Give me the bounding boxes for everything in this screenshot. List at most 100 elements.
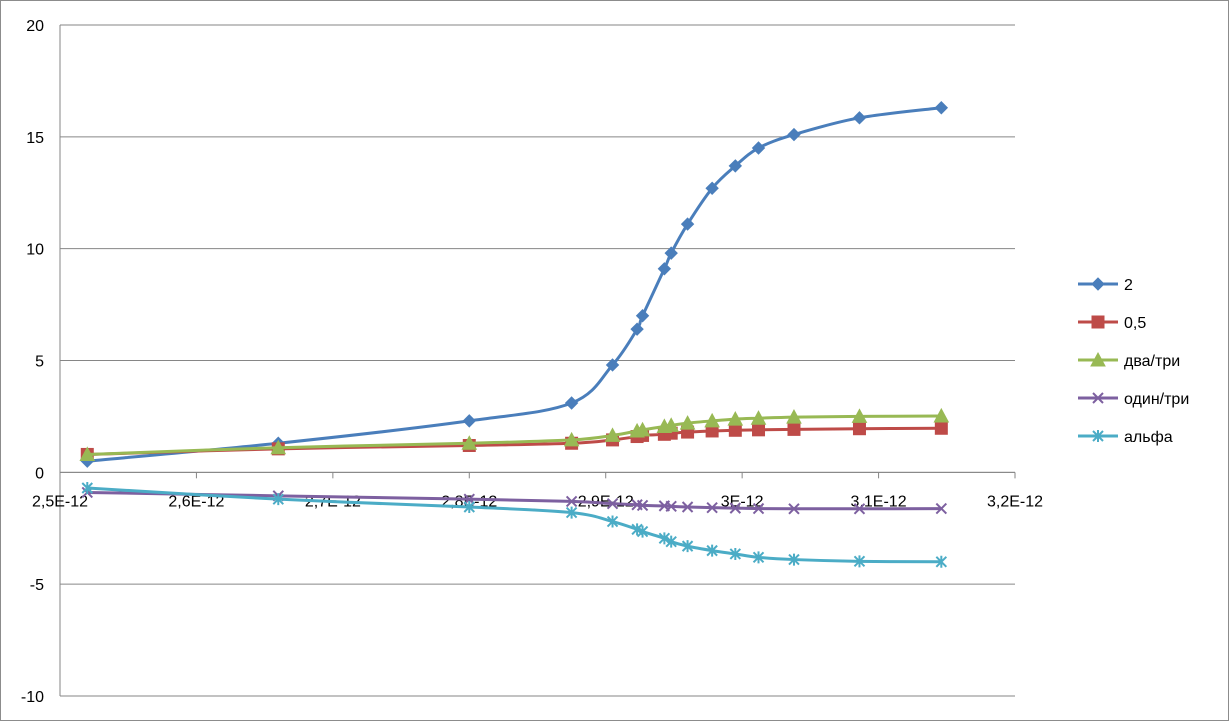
data-point bbox=[853, 503, 866, 515]
diamond-marker bbox=[934, 101, 949, 115]
data-point bbox=[851, 408, 868, 423]
asterisk-marker bbox=[658, 532, 671, 545]
triangle-marker bbox=[933, 407, 950, 423]
data-point bbox=[604, 427, 621, 442]
data-point bbox=[81, 481, 93, 494]
asterisk-marker bbox=[636, 525, 649, 538]
data-point bbox=[752, 502, 765, 515]
asterisk-marker bbox=[706, 544, 718, 557]
data-point bbox=[606, 515, 619, 528]
data-point bbox=[788, 553, 800, 566]
series-4 bbox=[81, 481, 948, 568]
data-point bbox=[788, 503, 800, 515]
data-point bbox=[935, 502, 948, 515]
square-marker bbox=[1091, 315, 1105, 329]
triangle-marker bbox=[727, 411, 744, 426]
asterisk-marker bbox=[463, 501, 475, 514]
data-point bbox=[681, 501, 694, 513]
triangle-marker bbox=[634, 421, 651, 437]
data-point bbox=[727, 411, 744, 426]
x-tick-label: 3,1E-12 bbox=[851, 493, 907, 510]
legend-item: 0,5 bbox=[1078, 315, 1146, 332]
triangle-marker bbox=[851, 408, 868, 423]
data-point bbox=[563, 431, 580, 447]
data-point bbox=[605, 358, 620, 372]
asterisk-marker bbox=[565, 506, 578, 519]
asterisk-marker bbox=[272, 493, 284, 506]
asterisk-marker bbox=[1092, 430, 1104, 442]
data-point bbox=[630, 322, 644, 336]
diamond-marker bbox=[852, 111, 867, 125]
triangle-marker bbox=[704, 412, 720, 428]
x-marker bbox=[681, 501, 694, 513]
series-group bbox=[79, 101, 950, 568]
data-point bbox=[1091, 315, 1105, 329]
data-point bbox=[664, 246, 678, 260]
legend-label: 2 bbox=[1124, 277, 1133, 294]
data-point bbox=[750, 410, 767, 425]
triangle-marker bbox=[679, 415, 696, 430]
data-point bbox=[706, 544, 718, 557]
legend-item: альфа bbox=[1078, 429, 1173, 446]
square-marker bbox=[852, 422, 866, 436]
data-point bbox=[461, 435, 478, 450]
asterisk-marker bbox=[729, 547, 742, 560]
data-point bbox=[706, 501, 718, 514]
legend-item: 2 bbox=[1078, 277, 1133, 294]
series-2 bbox=[79, 407, 950, 461]
triangle-marker bbox=[79, 446, 96, 461]
data-point bbox=[853, 555, 866, 568]
y-tick-label: -5 bbox=[30, 577, 44, 594]
diamond-marker bbox=[462, 414, 476, 428]
data-point bbox=[934, 421, 948, 435]
triangle-marker bbox=[604, 427, 621, 442]
y-tick-label: 5 bbox=[35, 354, 44, 371]
diamond-marker bbox=[564, 396, 579, 410]
data-point bbox=[565, 495, 578, 508]
data-point bbox=[635, 309, 650, 323]
x-marker bbox=[729, 502, 742, 514]
legend-item: один/три bbox=[1078, 391, 1189, 408]
x-marker bbox=[853, 503, 866, 515]
triangle-marker bbox=[786, 409, 802, 424]
data-point bbox=[636, 499, 649, 512]
legend-label: альфа bbox=[1124, 429, 1173, 446]
y-tick-label: -10 bbox=[21, 689, 44, 706]
asterisk-marker bbox=[853, 555, 866, 568]
data-point bbox=[933, 407, 950, 423]
diamond-marker bbox=[630, 322, 644, 336]
asterisk-marker bbox=[665, 535, 677, 548]
data-point bbox=[705, 181, 719, 195]
data-point bbox=[681, 540, 694, 553]
diamond-marker bbox=[680, 217, 695, 231]
diamond-marker bbox=[705, 181, 719, 195]
data-point bbox=[1092, 392, 1104, 404]
data-point bbox=[606, 497, 619, 510]
data-point bbox=[729, 547, 742, 560]
x-tick-label: 3,2E-12 bbox=[987, 493, 1043, 510]
legend-item: два/три bbox=[1078, 351, 1180, 370]
triangle-marker bbox=[270, 439, 287, 455]
legend-label: два/три bbox=[1124, 353, 1180, 370]
asterisk-marker bbox=[788, 553, 800, 566]
data-point bbox=[751, 141, 766, 155]
series-line bbox=[87, 414, 942, 456]
data-point bbox=[935, 555, 948, 568]
square-marker bbox=[752, 423, 766, 437]
data-point bbox=[787, 422, 801, 436]
series-line bbox=[87, 106, 942, 463]
diamond-marker bbox=[751, 141, 766, 155]
data-point bbox=[564, 396, 579, 410]
triangle-marker bbox=[750, 410, 767, 425]
asterisk-marker bbox=[606, 515, 619, 528]
square-marker bbox=[728, 423, 742, 437]
x-marker bbox=[606, 497, 619, 510]
data-point bbox=[272, 493, 284, 506]
series-0 bbox=[80, 101, 949, 468]
legend: 2 0,5 два/три один/три альфа bbox=[1078, 277, 1189, 446]
x-marker bbox=[665, 500, 677, 513]
triangle-marker bbox=[1090, 351, 1106, 367]
diamond-marker bbox=[1091, 277, 1105, 291]
data-point bbox=[787, 127, 801, 142]
triangle-marker bbox=[663, 417, 680, 432]
